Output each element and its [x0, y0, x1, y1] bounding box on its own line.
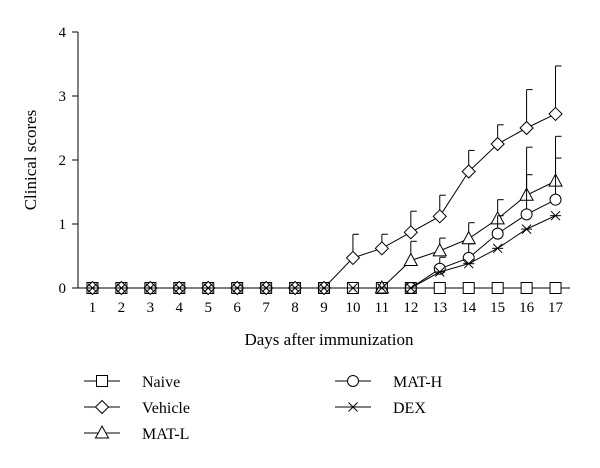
- asterisk-marker: [347, 402, 359, 412]
- diamond-marker: [461, 164, 476, 179]
- circle-marker: [491, 227, 504, 240]
- x-tick-label: 2: [118, 300, 126, 316]
- x-tick-label: 1: [89, 300, 97, 316]
- x-tick-label: 4: [176, 300, 184, 316]
- plot-area: [85, 65, 563, 296]
- legend-label: MAT-H: [393, 374, 443, 391]
- asterisk-marker: [376, 283, 388, 293]
- legend-item-dex: DEX: [335, 400, 426, 417]
- x-tick-label: 6: [233, 300, 241, 316]
- diamond-marker: [94, 399, 110, 415]
- y-tick-label: 1: [59, 217, 67, 233]
- x-tick-label: 10: [345, 300, 360, 316]
- asterisk-marker: [144, 283, 156, 293]
- x-tick-label: 11: [375, 300, 389, 316]
- legend-item-vehicle: Vehicle: [84, 399, 190, 417]
- series-line: [410, 199, 556, 289]
- y-tick-label: 0: [59, 281, 67, 297]
- asterisk-marker: [289, 283, 301, 293]
- y-tick-label: 2: [59, 153, 67, 169]
- diamond-marker: [519, 120, 534, 136]
- square-marker: [549, 282, 562, 294]
- x-tick-label: 12: [403, 300, 418, 316]
- asterisk-marker: [521, 224, 533, 234]
- legend-item-mat-h: MAT-H: [335, 374, 443, 391]
- asterisk-marker: [260, 283, 272, 293]
- series-dex: [86, 210, 562, 293]
- diamond-marker: [345, 250, 361, 266]
- asterisk-marker: [231, 283, 243, 293]
- asterisk-marker: [202, 283, 214, 293]
- y-tick-label: 3: [59, 89, 67, 105]
- series-vehicle: [85, 65, 563, 296]
- x-tick-label: 17: [548, 300, 564, 316]
- asterisk-marker: [492, 243, 504, 254]
- y-tick-label: 4: [59, 25, 67, 41]
- asterisk-marker: [347, 283, 359, 293]
- y-ticks: 0 1 2 3 4: [59, 25, 78, 297]
- triangle-marker: [403, 252, 419, 266]
- diamond-marker: [548, 106, 563, 122]
- asterisk-marker: [318, 283, 330, 293]
- triangle-marker: [94, 424, 110, 439]
- asterisk-marker: [173, 283, 185, 293]
- x-tick-label: 15: [490, 300, 505, 316]
- triangle-marker: [461, 230, 477, 245]
- x-tick-label: 5: [204, 300, 212, 316]
- legend: Naive Vehicle MAT-L MAT-H DEX: [84, 374, 443, 443]
- x-tick-label: 14: [461, 300, 477, 316]
- asterisk-marker: [405, 283, 417, 293]
- x-tick-label: 7: [262, 300, 270, 316]
- square-marker: [96, 375, 108, 387]
- legend-item-naive: Naive: [84, 374, 180, 391]
- legend-label: MAT-L: [142, 426, 189, 443]
- series-line: [92, 113, 556, 289]
- square-marker: [520, 282, 533, 294]
- x-tick-label: 8: [291, 300, 299, 316]
- asterisk-marker: [115, 283, 127, 293]
- square-marker: [462, 282, 475, 294]
- diamond-marker: [432, 209, 447, 224]
- square-marker: [491, 282, 504, 294]
- asterisk-marker: [434, 267, 446, 277]
- diamond-marker: [490, 136, 505, 152]
- square-marker: [433, 282, 446, 294]
- triangle-marker: [374, 279, 390, 294]
- x-axis-title: Days after immunization: [244, 330, 414, 349]
- x-tick-label: 9: [320, 300, 328, 316]
- x-tick-label: 3: [147, 300, 155, 316]
- triangle-marker: [432, 242, 448, 257]
- asterisk-marker: [463, 258, 475, 269]
- legend-label: Naive: [142, 374, 180, 391]
- asterisk-marker: [550, 210, 562, 221]
- y-axis-title: Clinical scores: [21, 110, 40, 211]
- circle-marker: [347, 375, 359, 387]
- legend-item-mat-l: MAT-L: [84, 424, 189, 443]
- asterisk-marker: [86, 283, 98, 293]
- x-tick-label: 16: [519, 300, 535, 316]
- circle-marker: [549, 193, 562, 206]
- legend-label: DEX: [393, 400, 426, 417]
- diamond-marker: [403, 225, 419, 240]
- legend-label: Vehicle: [142, 400, 190, 417]
- x-tick-label: 13: [432, 300, 447, 316]
- diamond-marker: [374, 241, 390, 256]
- series-mat-h: [404, 157, 562, 294]
- circle-marker: [520, 208, 533, 221]
